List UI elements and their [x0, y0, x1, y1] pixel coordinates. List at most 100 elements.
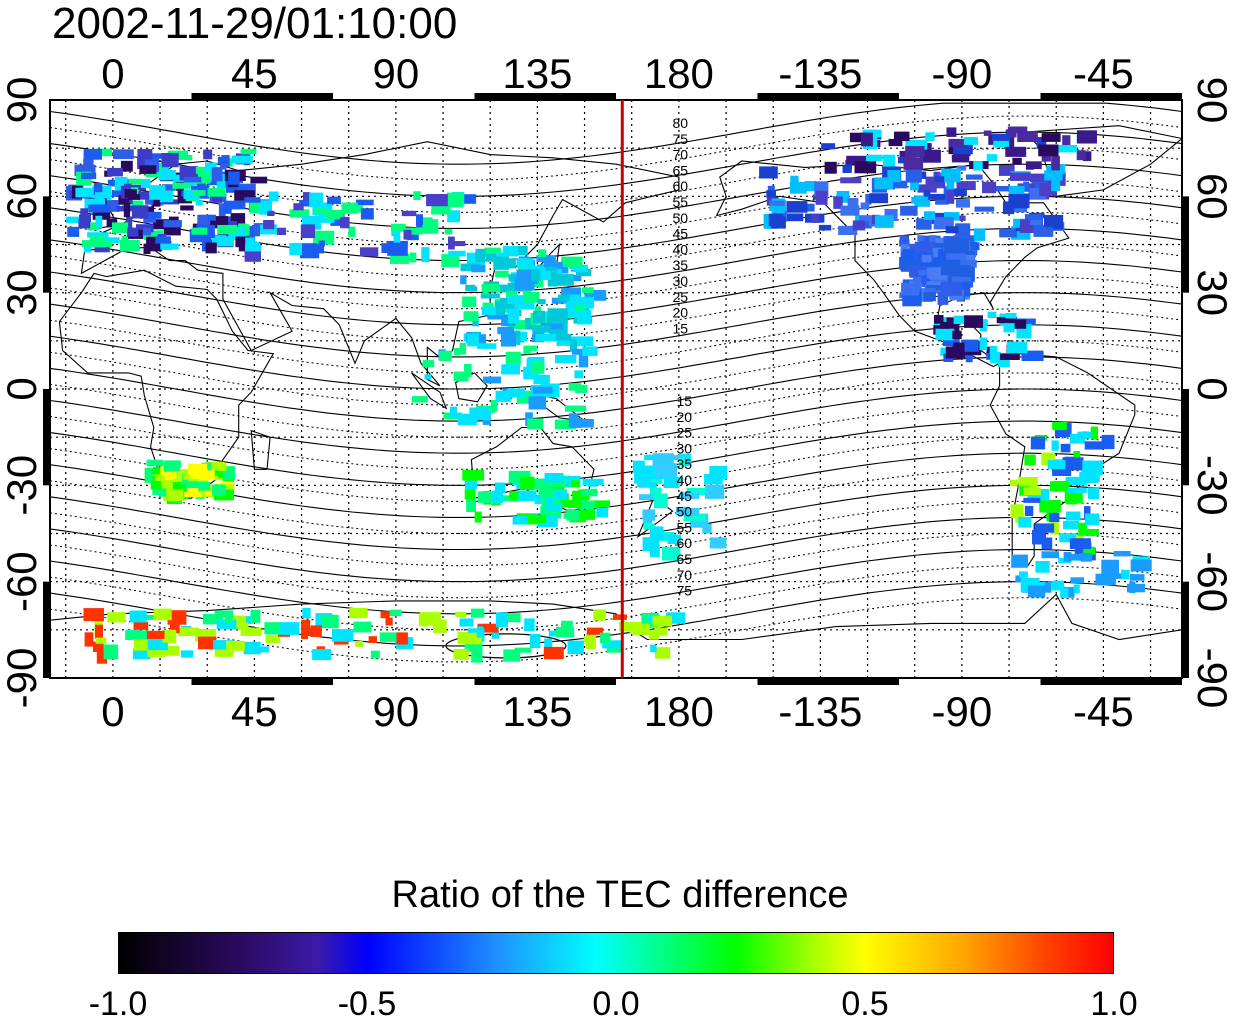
- tec-patch: [686, 487, 706, 496]
- tec-patch: [901, 260, 922, 266]
- tec-patch: [561, 256, 583, 267]
- tec-patch: [231, 155, 253, 164]
- tec-patch: [471, 649, 483, 663]
- tec-patch: [634, 471, 648, 484]
- tec-patch: [1007, 126, 1028, 134]
- tec-patch: [87, 222, 100, 231]
- right-tick-bar: [1182, 196, 1189, 293]
- lat-tick-right: 0: [1189, 377, 1236, 400]
- tec-patch: [1078, 529, 1100, 536]
- tec-patch: [389, 609, 402, 616]
- tec-patch: [988, 186, 1010, 192]
- tec-patch: [106, 218, 118, 228]
- tec-patch: [223, 200, 246, 210]
- tec-patch: [530, 478, 550, 490]
- tec-patch: [531, 360, 545, 374]
- tec-patch: [959, 215, 966, 221]
- tec-patch: [149, 185, 166, 200]
- tec-patch: [514, 647, 532, 653]
- tec-patch: [84, 198, 106, 209]
- tec-patch: [355, 199, 374, 206]
- tec-patch: [301, 619, 311, 628]
- tec-patch: [499, 297, 515, 309]
- tec-patch: [683, 513, 706, 522]
- tec-patch: [845, 159, 852, 171]
- lat-tick-left: -90: [0, 648, 45, 709]
- tec-patch: [417, 217, 433, 224]
- tec-patch: [916, 218, 932, 230]
- lon-tick-top: 90: [373, 50, 420, 97]
- tec-patch: [75, 187, 94, 198]
- tec-patch: [240, 148, 257, 155]
- tec-patch: [462, 296, 477, 308]
- tec-patch: [471, 265, 486, 273]
- tec-patch: [178, 627, 200, 637]
- tec-patch: [198, 470, 215, 481]
- tec-patch: [527, 418, 544, 430]
- tec-patch: [907, 285, 920, 292]
- tec-patch: [586, 634, 596, 650]
- tec-patch: [525, 266, 546, 272]
- tec-patch: [917, 184, 937, 193]
- mlat-contour: [49, 436, 1183, 502]
- tec-patch: [535, 271, 551, 281]
- europe-asia-coastline: [80, 141, 680, 387]
- tec-patch: [544, 638, 553, 650]
- tec-patch: [289, 242, 303, 256]
- tec-patch: [965, 350, 973, 363]
- tec-patch: [184, 491, 202, 498]
- tec-patch: [1015, 575, 1025, 583]
- tec-patch: [543, 646, 564, 660]
- tec-patch: [533, 374, 550, 385]
- tec-patch: [965, 174, 983, 180]
- tec-patch: [535, 333, 556, 342]
- tec-patch: [300, 224, 315, 239]
- tec-patch: [448, 236, 455, 250]
- tec-patch: [183, 189, 198, 200]
- colorbar-tick-label: -1.0: [88, 985, 148, 1023]
- tec-patch: [484, 247, 501, 257]
- tec-patch: [80, 208, 89, 220]
- contour-label: 20: [672, 305, 688, 321]
- tec-patch: [198, 636, 217, 650]
- tec-patch: [600, 632, 611, 644]
- tec-patch: [582, 346, 598, 356]
- tec-patch: [945, 226, 959, 234]
- axis-labels: 0 0 45 45 90 90 135 135 180 180 -135 -135 -90 -90 -45 -…: [0, 50, 1236, 735]
- lon-tick-top: -45: [1073, 50, 1134, 97]
- tec-patch: [1034, 523, 1055, 533]
- tec-patch: [910, 176, 919, 191]
- mlat-contour: [49, 276, 1183, 342]
- tec-patch: [500, 332, 516, 347]
- tec-patch: [355, 205, 364, 213]
- tec-patch: [95, 637, 107, 644]
- tec-patch: [954, 243, 967, 252]
- tec-patch: [465, 284, 476, 291]
- tec-patch: [228, 171, 240, 185]
- tec-patch: [578, 354, 589, 368]
- tec-patch: [120, 160, 133, 172]
- tec-patch: [1051, 440, 1059, 451]
- top-tick-bar: [1040, 93, 1182, 100]
- tec-patch: [575, 336, 594, 347]
- tec-patch: [515, 246, 528, 256]
- tec-patch: [654, 647, 671, 659]
- tec-patch: [143, 614, 165, 620]
- tec-patch: [476, 343, 497, 349]
- mlat-contour: [49, 211, 1183, 278]
- tec-patch: [507, 308, 519, 324]
- tec-patch: [666, 612, 686, 624]
- tec-patch: [250, 176, 268, 184]
- tec-patch: [1065, 476, 1088, 486]
- lon-tick-bottom: 180: [644, 688, 714, 735]
- tec-patch: [541, 311, 552, 318]
- tec-patch: [581, 488, 598, 497]
- tec-patch: [150, 153, 170, 159]
- tec-patch: [139, 165, 157, 174]
- tec-patch: [1018, 477, 1038, 488]
- tec-patch: [957, 165, 967, 171]
- tec-patch: [543, 261, 563, 268]
- tec-patch: [790, 175, 799, 190]
- tec-patch: [584, 290, 607, 301]
- tec-patch: [360, 208, 374, 220]
